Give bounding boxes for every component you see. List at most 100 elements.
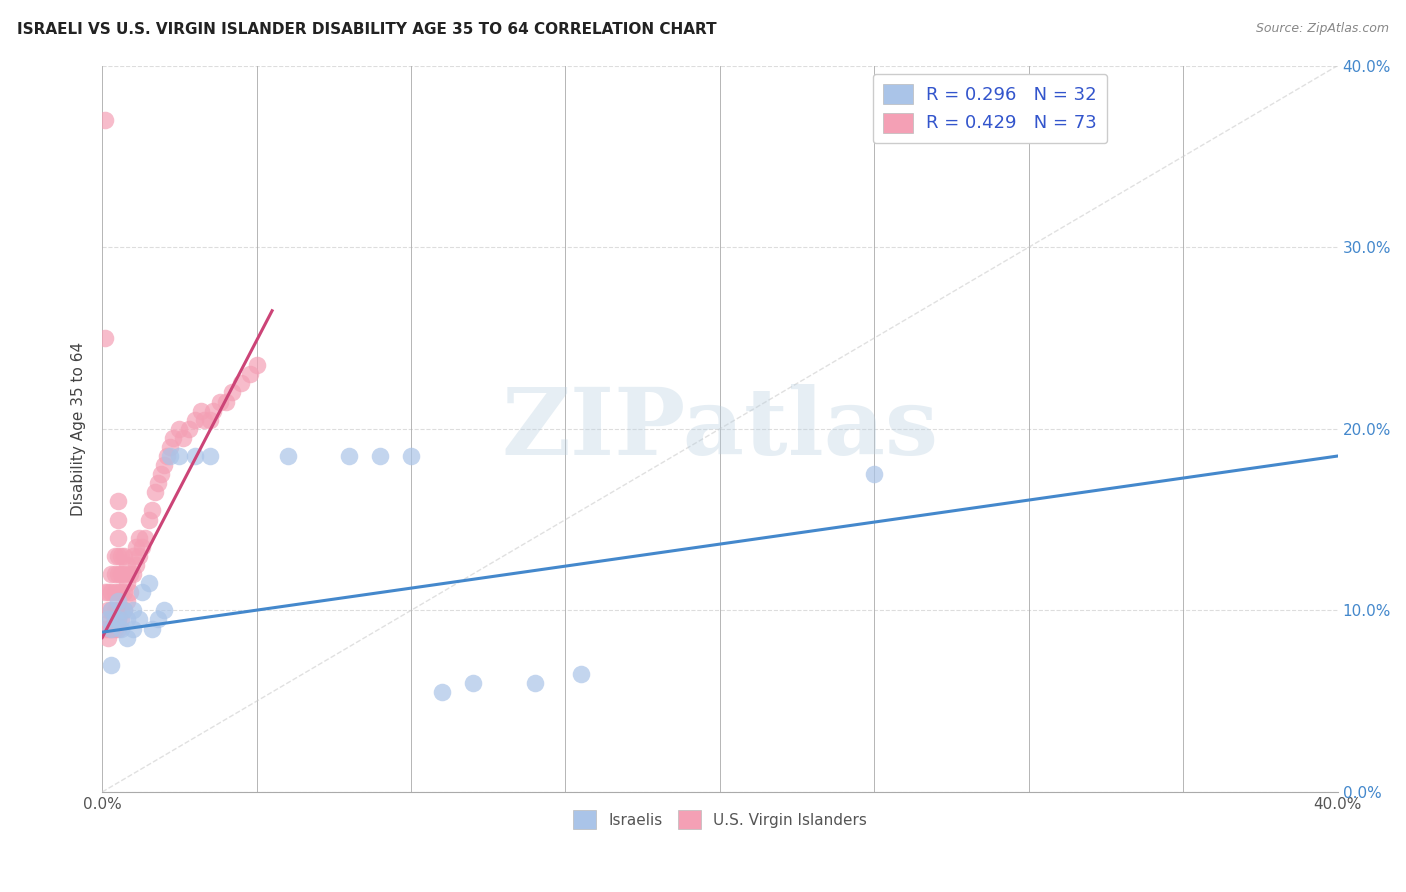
Point <box>138 512 160 526</box>
Point <box>112 603 135 617</box>
Point <box>107 594 129 608</box>
Point <box>128 531 150 545</box>
Legend: Israelis, U.S. Virgin Islanders: Israelis, U.S. Virgin Islanders <box>567 805 873 835</box>
Point <box>134 531 156 545</box>
Point <box>149 467 172 482</box>
Point <box>112 603 135 617</box>
Point <box>122 603 145 617</box>
Point <box>337 449 360 463</box>
Point <box>115 576 138 591</box>
Point <box>103 585 125 599</box>
Point <box>107 622 129 636</box>
Point <box>115 612 138 626</box>
Point <box>156 449 179 463</box>
Point <box>94 331 117 345</box>
Point <box>177 422 200 436</box>
Point <box>399 449 422 463</box>
Point <box>107 612 129 626</box>
Point <box>184 413 207 427</box>
Point <box>276 449 298 463</box>
Point <box>100 622 122 636</box>
Point <box>97 631 120 645</box>
Point <box>107 612 129 626</box>
Point <box>141 503 163 517</box>
Point <box>112 585 135 599</box>
Point <box>100 567 122 582</box>
Point <box>107 512 129 526</box>
Point <box>368 449 391 463</box>
Point <box>122 549 145 563</box>
Point <box>153 458 176 472</box>
Point <box>103 622 125 636</box>
Point <box>100 585 122 599</box>
Point <box>100 612 122 626</box>
Point <box>110 585 132 599</box>
Point <box>193 413 215 427</box>
Point <box>100 603 122 617</box>
Point <box>94 585 117 599</box>
Point <box>221 385 243 400</box>
Point <box>200 413 222 427</box>
Point <box>100 622 122 636</box>
Point <box>190 403 212 417</box>
Point <box>200 449 222 463</box>
Point <box>107 603 129 617</box>
Point <box>131 540 153 554</box>
Point <box>103 567 125 582</box>
Point <box>110 612 132 626</box>
Point <box>110 549 132 563</box>
Point <box>125 558 148 572</box>
Point <box>100 657 122 672</box>
Point <box>115 594 138 608</box>
Point <box>112 549 135 563</box>
Point <box>461 676 484 690</box>
Point <box>110 567 132 582</box>
Point <box>184 449 207 463</box>
Point <box>97 603 120 617</box>
Point <box>523 676 546 690</box>
Point <box>131 585 153 599</box>
Point <box>159 440 181 454</box>
Point <box>122 622 145 636</box>
Point <box>110 603 132 617</box>
Point <box>125 540 148 554</box>
Point <box>115 558 138 572</box>
Point <box>208 394 231 409</box>
Text: ISRAELI VS U.S. VIRGIN ISLANDER DISABILITY AGE 35 TO 64 CORRELATION CHART: ISRAELI VS U.S. VIRGIN ISLANDER DISABILI… <box>17 22 717 37</box>
Text: ZIPatlas: ZIPatlas <box>502 384 938 474</box>
Point <box>103 603 125 617</box>
Point <box>128 549 150 563</box>
Point <box>172 431 194 445</box>
Point <box>239 368 262 382</box>
Point <box>138 576 160 591</box>
Point <box>153 603 176 617</box>
Point <box>107 585 129 599</box>
Point <box>128 612 150 626</box>
Point <box>215 394 238 409</box>
Text: Source: ZipAtlas.com: Source: ZipAtlas.com <box>1256 22 1389 36</box>
Point <box>169 422 191 436</box>
Point <box>162 431 184 445</box>
Point <box>159 449 181 463</box>
Point <box>169 449 191 463</box>
Point <box>103 549 125 563</box>
Point <box>118 567 141 582</box>
Point <box>97 585 120 599</box>
Y-axis label: Disability Age 35 to 64: Disability Age 35 to 64 <box>72 342 86 516</box>
Point <box>115 631 138 645</box>
Point <box>97 612 120 626</box>
Point <box>103 612 125 626</box>
Point <box>112 567 135 582</box>
Point <box>107 567 129 582</box>
Point <box>202 403 225 417</box>
Point <box>107 531 129 545</box>
Point <box>100 603 122 617</box>
Point <box>246 358 269 372</box>
Point <box>118 585 141 599</box>
Point <box>110 622 132 636</box>
Point <box>146 612 169 626</box>
Point <box>231 376 253 391</box>
Point <box>569 667 592 681</box>
Point <box>143 485 166 500</box>
Point <box>103 612 125 626</box>
